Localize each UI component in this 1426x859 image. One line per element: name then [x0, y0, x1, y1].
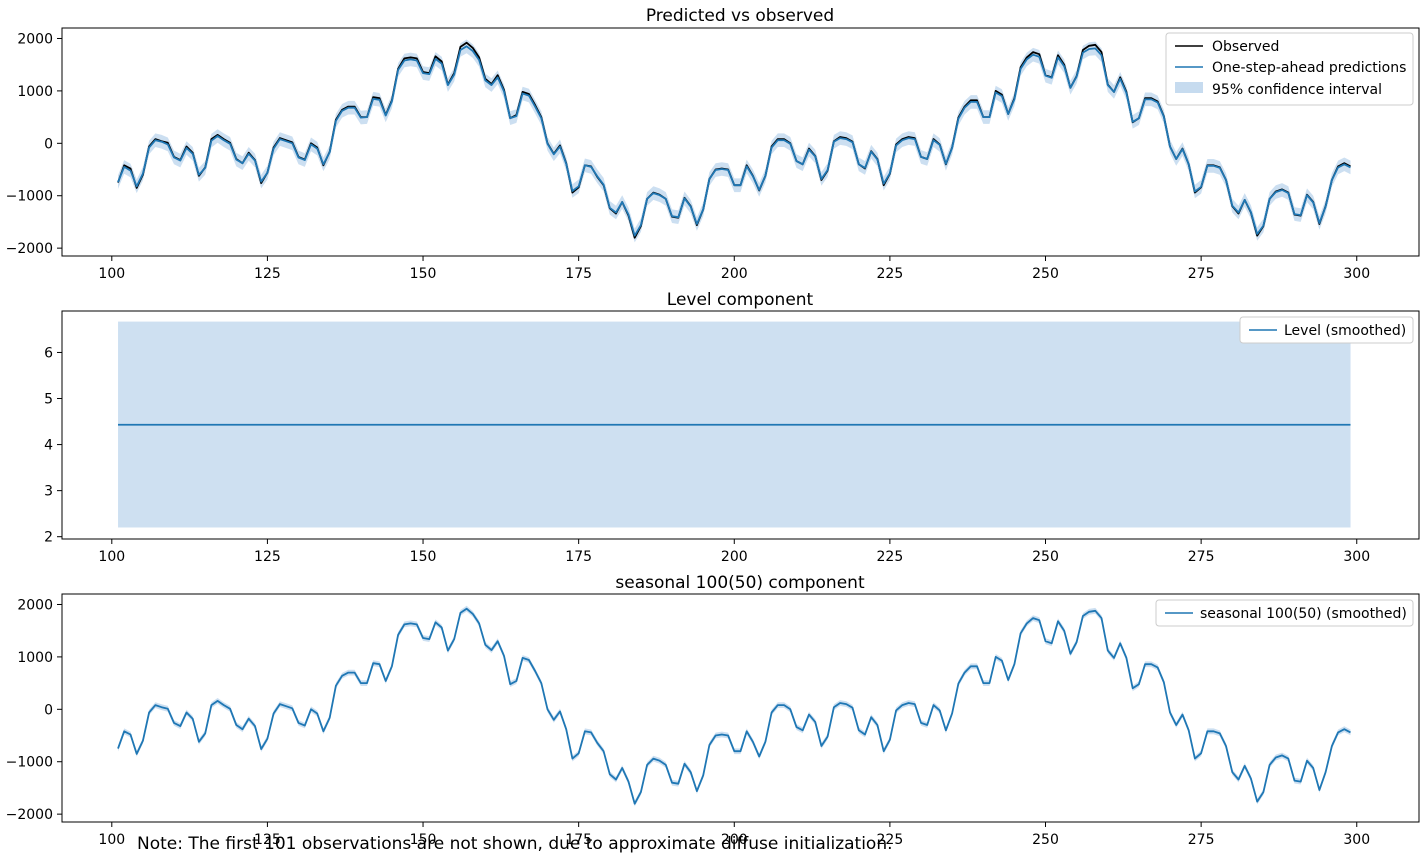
axes-frame	[61, 27, 1420, 257]
x-tick-label: 300	[1343, 549, 1370, 565]
x-tick-label: 125	[254, 832, 281, 848]
x-tick-label: 125	[254, 549, 281, 565]
panel-title: Predicted vs observed	[646, 6, 834, 26]
y-tick-label: 2000	[17, 31, 53, 47]
y-tick-label: −2000	[6, 807, 53, 823]
x-tick-label: 275	[1188, 266, 1215, 282]
legend-label-level: Level (smoothed)	[1284, 323, 1406, 339]
legend-box	[1155, 599, 1414, 627]
x-axis: 100 125 150 175 200 225 250 275 300	[98, 256, 1370, 282]
x-tick-label: 200	[721, 266, 748, 282]
plot-area	[117, 605, 1351, 807]
y-axis: 2 3 4 5 6	[44, 345, 62, 546]
x-axis: 100 125 150 175 200 225 250 275 300	[98, 822, 1370, 848]
x-tick-label: 100	[98, 832, 125, 848]
x-tick-label: 225	[877, 549, 904, 565]
panel-title: Level component	[667, 290, 814, 310]
x-tick-label: 225	[877, 266, 904, 282]
y-tick-label: −1000	[6, 189, 53, 205]
panel-predicted-vs-observed: Predicted vs observed 100 125 150 175 200 225…	[6, 6, 1420, 282]
y-axis: −2000 −1000 0 1000 2000	[6, 597, 62, 823]
x-tick-label: 300	[1343, 266, 1370, 282]
y-tick-label: 0	[44, 136, 53, 152]
x-tick-label: 275	[1188, 832, 1215, 848]
x-axis: 100 125 150 175 200 225 250 275 300	[98, 539, 1370, 565]
x-tick-label: 150	[410, 266, 437, 282]
y-tick-label: 5	[44, 392, 53, 408]
y-tick-label: 2	[44, 530, 53, 546]
y-tick-label: −1000	[6, 755, 53, 771]
legend: Level (smoothed)	[1239, 316, 1414, 344]
x-tick-label: 225	[877, 832, 904, 848]
x-tick-label: 125	[254, 266, 281, 282]
legend-swatch-ci	[1175, 82, 1203, 93]
x-tick-label: 175	[565, 549, 592, 565]
y-tick-label: 0	[44, 702, 53, 718]
x-tick-label: 150	[410, 549, 437, 565]
series-seasonal	[117, 607, 1351, 805]
y-axis: −2000 −1000 0 1000 2000	[6, 31, 62, 257]
axes-frame	[61, 310, 1420, 540]
legend-box	[1165, 32, 1414, 106]
series-predictions	[117, 45, 1351, 237]
x-tick-label: 175	[565, 832, 592, 848]
x-tick-label: 200	[721, 549, 748, 565]
panel-seasonal-component: seasonal 100(50) component 100 125 150 175 2…	[6, 573, 1420, 848]
y-tick-label: 2000	[17, 597, 53, 613]
y-tick-label: 1000	[17, 650, 53, 666]
x-tick-label: 275	[1188, 549, 1215, 565]
legend-label-seasonal: seasonal 100(50) (smoothed)	[1200, 606, 1407, 622]
y-tick-label: 6	[44, 345, 53, 361]
legend: seasonal 100(50) (smoothed)	[1155, 599, 1414, 627]
x-tick-label: 250	[1032, 549, 1059, 565]
legend-box	[1239, 316, 1414, 344]
legend-label-ci: 95% confidence interval	[1212, 82, 1382, 98]
plot-area	[118, 321, 1351, 528]
plot-area	[117, 39, 1351, 243]
x-tick-label: 300	[1343, 832, 1370, 848]
x-tick-label: 100	[98, 549, 125, 565]
y-tick-label: 4	[44, 438, 53, 454]
axes-frame	[61, 593, 1420, 823]
y-tick-label: 1000	[17, 84, 53, 100]
legend: Observed One-step-ahead predictions 95% …	[1165, 32, 1414, 106]
x-tick-label: 150	[410, 832, 437, 848]
x-tick-label: 100	[98, 266, 125, 282]
legend-label-observed: Observed	[1212, 39, 1279, 55]
x-tick-label: 175	[565, 266, 592, 282]
confidence-band	[118, 605, 1351, 807]
y-tick-label: 3	[44, 484, 53, 500]
panel-title: seasonal 100(50) component	[615, 573, 865, 593]
y-tick-label: −2000	[6, 241, 53, 257]
legend-label-predictions: One-step-ahead predictions	[1212, 60, 1406, 76]
panel-level-component: Level component 100 125 150 175 200 225 250 275…	[44, 290, 1420, 565]
x-tick-label: 250	[1032, 266, 1059, 282]
x-tick-label: 250	[1032, 832, 1059, 848]
x-tick-label: 200	[721, 832, 748, 848]
footnote: Note: The first 101 observations are not…	[137, 834, 893, 854]
